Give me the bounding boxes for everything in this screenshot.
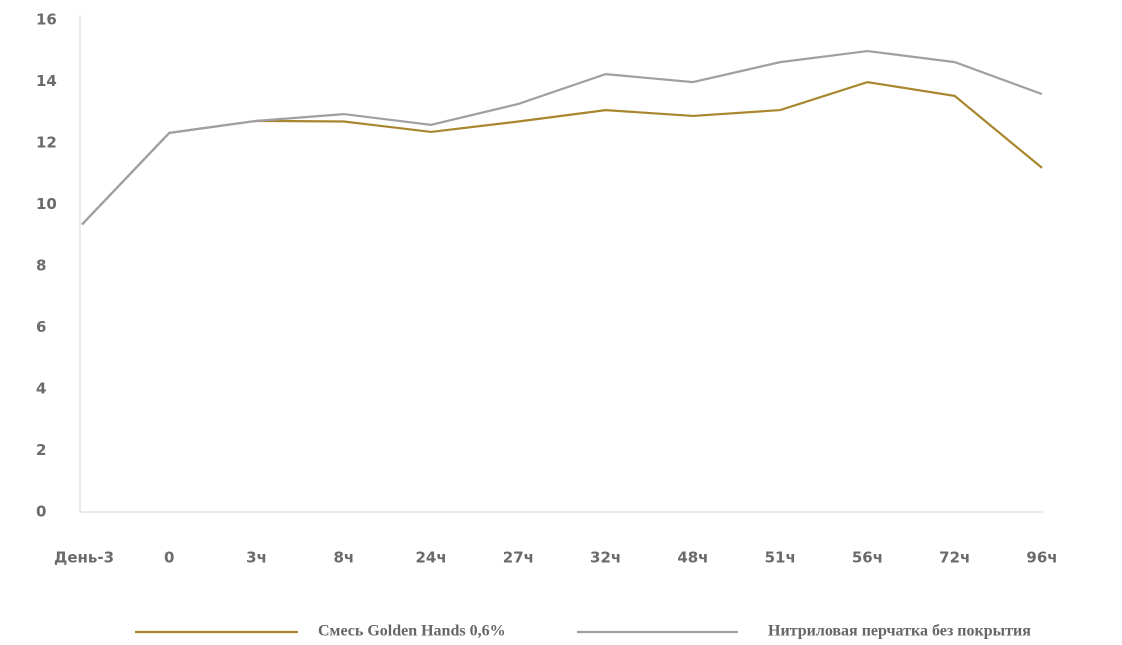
x-tick-label: 51ч [765, 549, 796, 567]
x-tick-label: 56ч [852, 549, 883, 567]
y-tick-label: 6 [36, 318, 46, 336]
x-tick-label: 32ч [590, 549, 621, 567]
y-tick-label: 12 [36, 134, 57, 152]
legend-label: Нитриловая перчатка без покрытия [768, 623, 1031, 640]
x-tick-label: 3ч [246, 549, 267, 567]
x-tick-label: 24ч [416, 549, 447, 567]
y-tick-label: 16 [36, 11, 57, 29]
x-tick-label: 96ч [1026, 549, 1057, 567]
x-tick-label: 27ч [503, 549, 534, 567]
legend-label: Смесь Golden Hands 0,6% [318, 623, 506, 640]
x-tick-label: 72ч [939, 549, 970, 567]
x-tick-label: 8ч [333, 549, 354, 567]
y-tick-label: 4 [36, 380, 46, 398]
x-tick-label: 0 [164, 549, 174, 567]
x-tick-label: День-3 [54, 549, 114, 567]
x-tick-label: 48ч [677, 549, 708, 567]
y-tick-label: 2 [36, 441, 46, 459]
y-tick-label: 14 [36, 72, 57, 90]
y-tick-label: 8 [36, 257, 46, 275]
series-line [81, 49, 1043, 226]
y-tick-label: 0 [36, 503, 46, 521]
series-line [81, 80, 1043, 226]
y-tick-label: 10 [36, 195, 57, 213]
